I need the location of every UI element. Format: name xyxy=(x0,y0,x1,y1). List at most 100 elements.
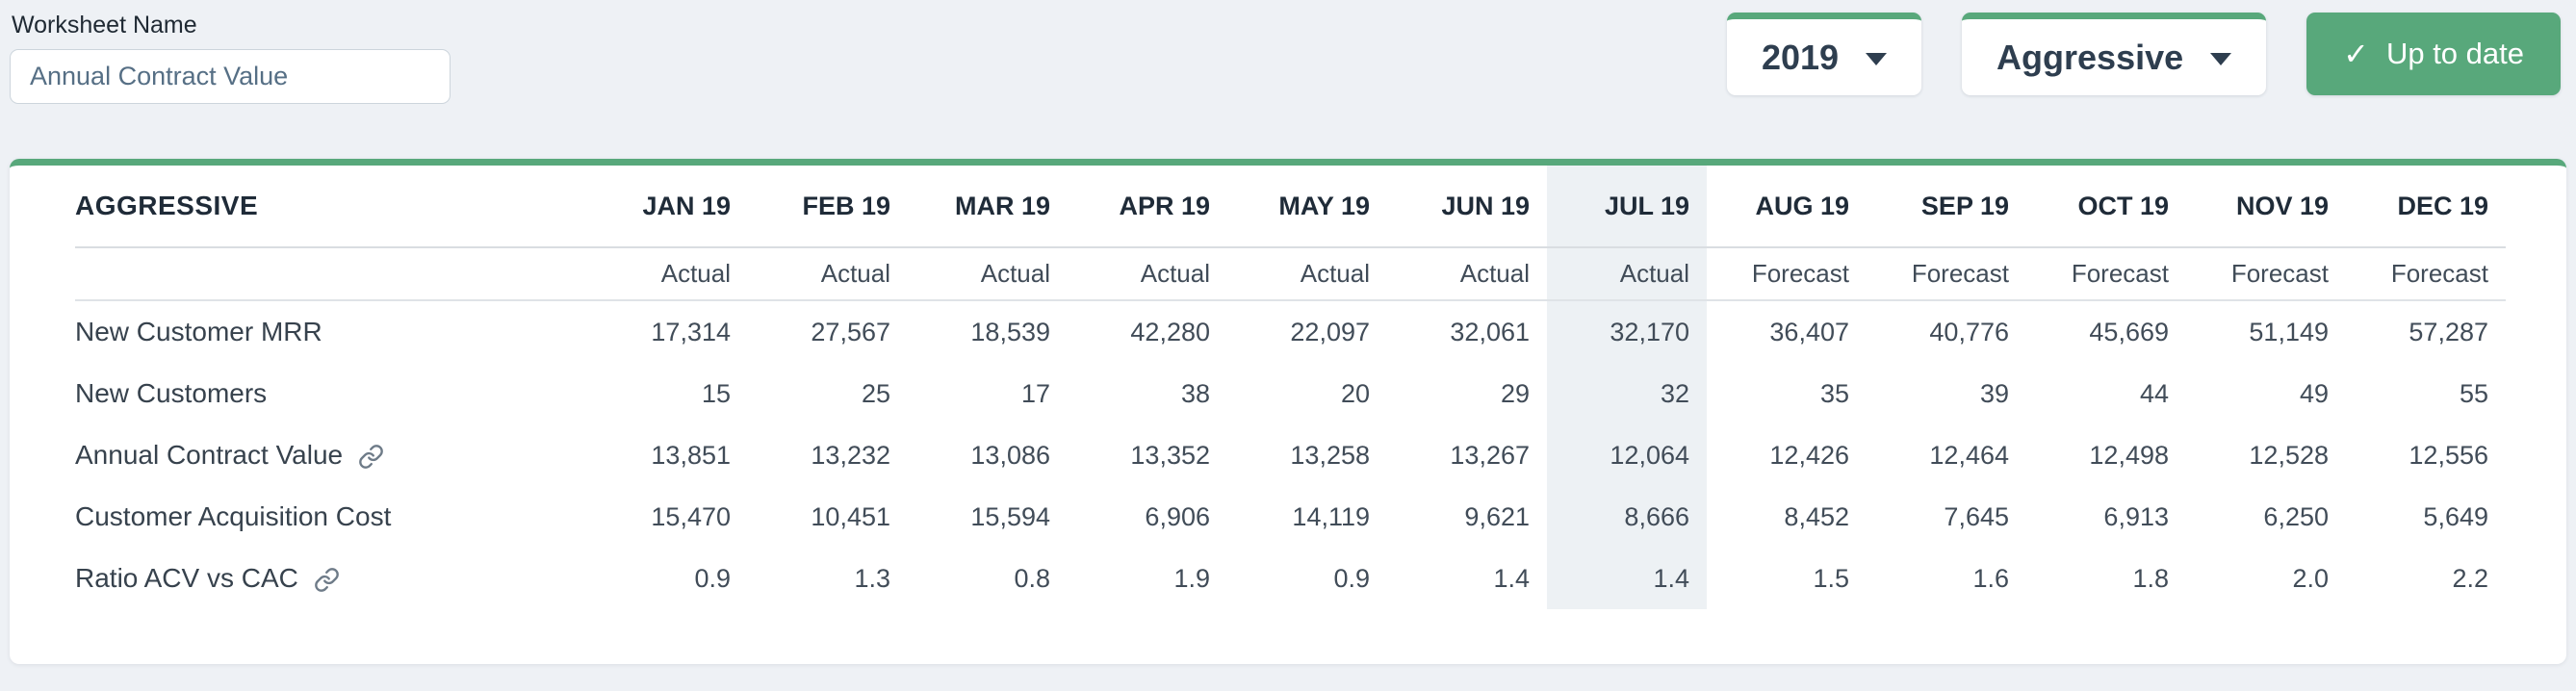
month-header-dec-19[interactable]: DEC 19 xyxy=(2346,166,2506,248)
worksheet-name-label: Worksheet Name xyxy=(12,12,197,38)
month-header-jan-19[interactable]: JAN 19 xyxy=(588,166,748,248)
cell-ratio-acv-vs-cac-jul-19[interactable]: 1.4 xyxy=(1547,548,1707,609)
cell-new-customers-may-19[interactable]: 20 xyxy=(1340,378,1370,408)
cell-new-customers-aug-19[interactable]: 35 xyxy=(1819,378,1849,408)
up-to-date-label: Up to date xyxy=(2385,37,2524,70)
header-controls: 2019 Aggressive ✓ Up to date xyxy=(1726,10,2561,95)
cell-ratio-acv-vs-cac-jan-19[interactable]: 0.9 xyxy=(694,563,731,593)
cell-annual-contract-value-aug-19[interactable]: 12,426 xyxy=(1769,440,1849,470)
row-label-new-customers[interactable]: New Customers xyxy=(75,363,588,424)
cell-annual-contract-value-oct-19[interactable]: 12,498 xyxy=(2089,440,2169,470)
cell-customer-acquisition-cost-jun-19[interactable]: 9,621 xyxy=(1464,501,1530,531)
cell-new-customers-mar-19[interactable]: 17 xyxy=(1020,378,1050,408)
cell-customer-acquisition-cost-feb-19[interactable]: 10,451 xyxy=(811,501,890,531)
cell-new-customer-mrr-feb-19[interactable]: 27,567 xyxy=(811,317,890,346)
row-label-customer-acquisition-cost[interactable]: Customer Acquisition Cost xyxy=(75,486,588,548)
cell-customer-acquisition-cost-mar-19[interactable]: 15,594 xyxy=(970,501,1050,531)
cell-ratio-acv-vs-cac-nov-19[interactable]: 2.0 xyxy=(2292,563,2329,593)
cell-new-customer-mrr-may-19[interactable]: 22,097 xyxy=(1290,317,1370,346)
row-label-ratio-acv-vs-cac[interactable]: Ratio ACV vs CAC xyxy=(75,548,588,609)
worksheet-card: AGGRESSIVE JAN 19 FEB 19 MAR 19 APR 19 MAY 19… xyxy=(10,159,2566,664)
month-header-jun-19[interactable]: JUN 19 xyxy=(1387,166,1547,248)
cell-ratio-acv-vs-cac-dec-19[interactable]: 2.2 xyxy=(2452,563,2488,593)
cell-annual-contract-value-may-19[interactable]: 13,258 xyxy=(1290,440,1370,470)
up-to-date-button[interactable]: ✓ Up to date xyxy=(2306,13,2561,95)
period-type-mar-19: Actual xyxy=(908,248,1068,301)
cell-customer-acquisition-cost-oct-19[interactable]: 6,913 xyxy=(2103,501,2169,531)
period-type-aug-19: Forecast xyxy=(1707,248,1867,301)
month-header-aug-19[interactable]: AUG 19 xyxy=(1707,166,1867,248)
cell-new-customer-mrr-oct-19[interactable]: 45,669 xyxy=(2089,317,2169,346)
row-label-new-customer-mrr[interactable]: New Customer MRR xyxy=(75,301,588,363)
period-type-feb-19: Actual xyxy=(748,248,908,301)
cell-annual-contract-value-nov-19[interactable]: 12,528 xyxy=(2249,440,2329,470)
cell-ratio-acv-vs-cac-feb-19[interactable]: 1.3 xyxy=(854,563,890,593)
cell-new-customer-mrr-mar-19[interactable]: 18,539 xyxy=(970,317,1050,346)
cell-new-customers-oct-19[interactable]: 44 xyxy=(2139,378,2169,408)
cell-ratio-acv-vs-cac-may-19[interactable]: 0.9 xyxy=(1333,563,1370,593)
cell-new-customer-mrr-jun-19[interactable]: 32,061 xyxy=(1450,317,1530,346)
cell-customer-acquisition-cost-sep-19[interactable]: 7,645 xyxy=(1944,501,2009,531)
worksheet-table: AGGRESSIVE JAN 19 FEB 19 MAR 19 APR 19 MAY 19… xyxy=(10,166,2566,609)
cell-ratio-acv-vs-cac-mar-19[interactable]: 0.8 xyxy=(1014,563,1050,593)
year-dropdown-value: 2019 xyxy=(1761,37,1840,77)
cell-new-customers-nov-19[interactable]: 49 xyxy=(2299,378,2329,408)
cell-new-customer-mrr-jan-19[interactable]: 17,314 xyxy=(651,317,731,346)
month-header-nov-19[interactable]: NOV 19 xyxy=(2186,166,2346,248)
cell-new-customer-mrr-dec-19[interactable]: 57,287 xyxy=(2409,317,2488,346)
worksheet-name-block: Worksheet Name xyxy=(10,10,451,104)
cell-ratio-acv-vs-cac-oct-19[interactable]: 1.8 xyxy=(2132,563,2169,593)
period-type-nov-19: Forecast xyxy=(2186,248,2346,301)
cell-new-customer-mrr-aug-19[interactable]: 36,407 xyxy=(1769,317,1849,346)
cell-annual-contract-value-jan-19[interactable]: 13,851 xyxy=(651,440,731,470)
year-dropdown[interactable]: 2019 xyxy=(1726,13,1922,95)
link-icon[interactable] xyxy=(358,444,384,470)
cell-ratio-acv-vs-cac-apr-19[interactable]: 1.9 xyxy=(1173,563,1210,593)
month-header-sep-19[interactable]: SEP 19 xyxy=(1867,166,2026,248)
cell-new-customers-dec-19[interactable]: 55 xyxy=(2459,378,2488,408)
cell-new-customer-mrr-jul-19[interactable]: 32,170 xyxy=(1547,301,1707,363)
cell-annual-contract-value-sep-19[interactable]: 12,464 xyxy=(1929,440,2009,470)
cell-new-customers-sep-19[interactable]: 39 xyxy=(1979,378,2009,408)
row-label-annual-contract-value[interactable]: Annual Contract Value xyxy=(75,424,588,486)
month-header-mar-19[interactable]: MAR 19 xyxy=(908,166,1068,248)
cell-new-customers-feb-19[interactable]: 25 xyxy=(861,378,890,408)
period-type-apr-19: Actual xyxy=(1068,248,1227,301)
month-header-feb-19[interactable]: FEB 19 xyxy=(748,166,908,248)
cell-ratio-acv-vs-cac-aug-19[interactable]: 1.5 xyxy=(1813,563,1849,593)
cell-annual-contract-value-apr-19[interactable]: 13,352 xyxy=(1130,440,1210,470)
period-type-spacer xyxy=(75,248,588,301)
cell-customer-acquisition-cost-dec-19[interactable]: 5,649 xyxy=(2423,501,2488,531)
row-label-text: Customer Acquisition Cost xyxy=(75,501,392,531)
month-header-may-19[interactable]: MAY 19 xyxy=(1227,166,1387,248)
period-type-may-19: Actual xyxy=(1227,248,1387,301)
cell-customer-acquisition-cost-may-19[interactable]: 14,119 xyxy=(1292,501,1370,531)
cell-customer-acquisition-cost-jul-19[interactable]: 8,666 xyxy=(1547,486,1707,548)
cell-annual-contract-value-dec-19[interactable]: 12,556 xyxy=(2409,440,2488,470)
link-icon[interactable] xyxy=(314,567,340,593)
cell-customer-acquisition-cost-apr-19[interactable]: 6,906 xyxy=(1145,501,1210,531)
cell-new-customers-jul-19[interactable]: 32 xyxy=(1547,363,1707,424)
chevron-down-icon xyxy=(2210,53,2232,65)
cell-new-customers-apr-19[interactable]: 38 xyxy=(1180,378,1210,408)
cell-new-customer-mrr-sep-19[interactable]: 40,776 xyxy=(1929,317,2009,346)
cell-annual-contract-value-jul-19[interactable]: 12,064 xyxy=(1547,424,1707,486)
cell-annual-contract-value-feb-19[interactable]: 13,232 xyxy=(811,440,890,470)
month-header-oct-19[interactable]: OCT 19 xyxy=(2026,166,2186,248)
scenario-dropdown[interactable]: Aggressive xyxy=(1962,13,2267,95)
worksheet-name-input[interactable] xyxy=(10,49,451,104)
month-header-apr-19[interactable]: APR 19 xyxy=(1068,166,1227,248)
cell-new-customer-mrr-apr-19[interactable]: 42,280 xyxy=(1130,317,1210,346)
cell-customer-acquisition-cost-aug-19[interactable]: 8,452 xyxy=(1784,501,1849,531)
cell-annual-contract-value-jun-19[interactable]: 13,267 xyxy=(1450,440,1530,470)
cell-new-customers-jun-19[interactable]: 29 xyxy=(1500,378,1530,408)
period-type-oct-19: Forecast xyxy=(2026,248,2186,301)
cell-new-customers-jan-19[interactable]: 15 xyxy=(701,378,731,408)
cell-ratio-acv-vs-cac-jun-19[interactable]: 1.4 xyxy=(1493,563,1530,593)
cell-customer-acquisition-cost-jan-19[interactable]: 15,470 xyxy=(651,501,731,531)
cell-customer-acquisition-cost-nov-19[interactable]: 6,250 xyxy=(2263,501,2329,531)
month-header-jul-19[interactable]: JUL 19 xyxy=(1547,166,1707,248)
cell-new-customer-mrr-nov-19[interactable]: 51,149 xyxy=(2249,317,2329,346)
cell-ratio-acv-vs-cac-sep-19[interactable]: 1.6 xyxy=(1972,563,2009,593)
cell-annual-contract-value-mar-19[interactable]: 13,086 xyxy=(970,440,1050,470)
